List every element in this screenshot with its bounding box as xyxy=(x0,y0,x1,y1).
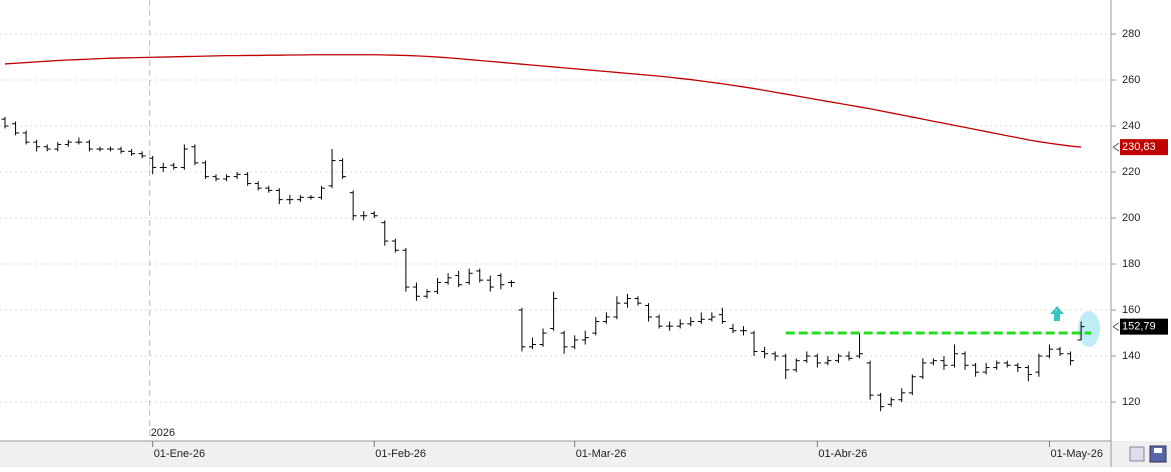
y-tick-label: 280 xyxy=(1122,28,1140,40)
x-tick-label: 01-Abr-26 xyxy=(818,448,867,460)
ma-last-label-box xyxy=(1120,139,1168,156)
y-tick-label: 160 xyxy=(1122,304,1140,316)
last-close-label: 152,79 xyxy=(1122,321,1156,333)
x-tick-label: 01-Mar-26 xyxy=(576,448,627,460)
y-tick-label: 240 xyxy=(1122,120,1140,132)
x-tick-label: 01-May-26 xyxy=(1050,448,1103,460)
x-tick-label: 01-Feb-26 xyxy=(375,448,426,460)
y-tick-label: 120 xyxy=(1122,396,1140,408)
highlight-ellipse xyxy=(1078,311,1100,347)
y-tick-label: 200 xyxy=(1122,212,1140,224)
up-arrow xyxy=(1050,306,1064,321)
y-tick-label: 140 xyxy=(1122,350,1140,362)
y-tick-label: 260 xyxy=(1122,74,1140,86)
x-tick-label: 01-Ene-26 xyxy=(154,448,205,460)
tool-icon[interactable] xyxy=(1129,446,1145,462)
y-tick-label: 180 xyxy=(1122,258,1140,270)
last-close-label-pointer xyxy=(1112,322,1120,332)
ma-last-label-pointer xyxy=(1112,142,1120,152)
ma-last-label: 230,83 xyxy=(1122,141,1156,153)
last-close-label-box xyxy=(1120,318,1168,335)
year-label: 2026 xyxy=(151,427,175,439)
save-icon-label xyxy=(1154,448,1162,453)
x-axis-band xyxy=(0,441,1171,467)
moving-average xyxy=(4,54,1082,148)
y-tick-label: 220 xyxy=(1122,166,1140,178)
